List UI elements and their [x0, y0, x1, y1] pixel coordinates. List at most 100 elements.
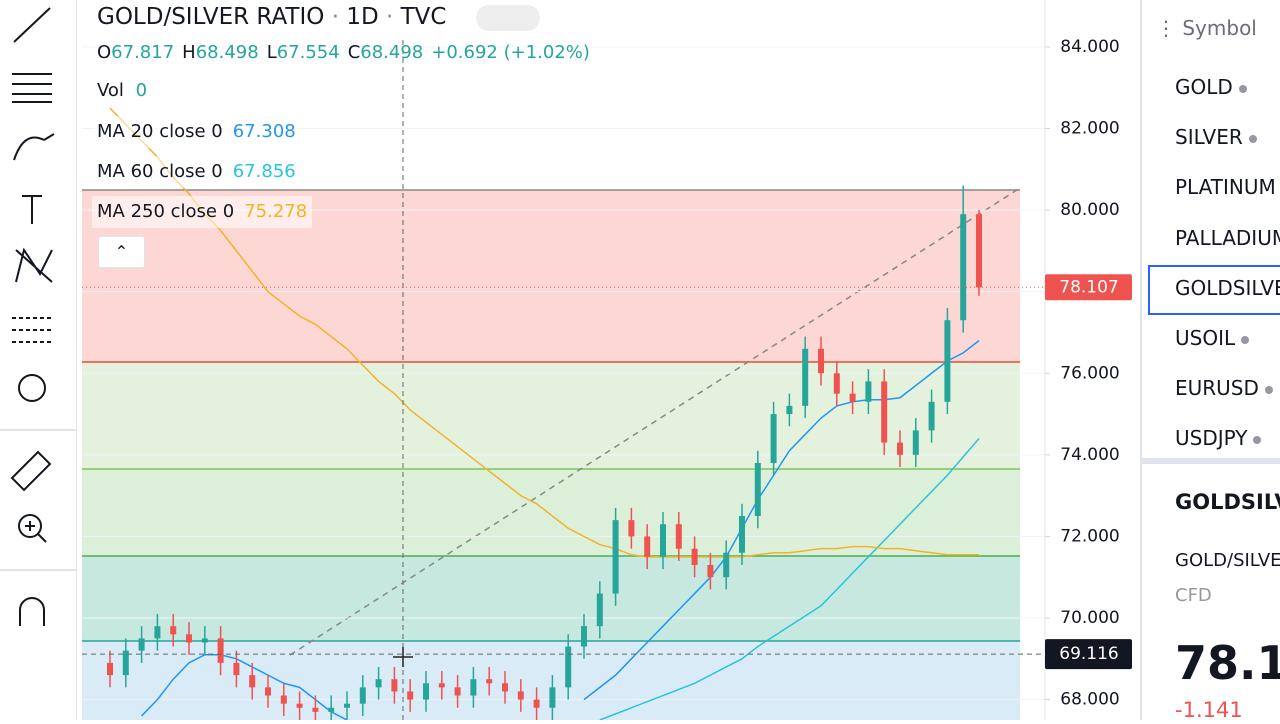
watchlist-item[interactable]: USDJPY — [1175, 426, 1280, 450]
separator — [1142, 458, 1280, 464]
candle-body — [423, 683, 429, 700]
candle-body — [897, 442, 903, 455]
watchlist-item[interactable]: SILVER — [1175, 125, 1280, 149]
ma-value: 67.308 — [232, 121, 296, 142]
symbol-name: PLATINUM — [1175, 175, 1276, 200]
toolbar — [0, 0, 77, 720]
trend-line — [289, 187, 1021, 656]
candle-body — [612, 520, 619, 594]
fib-zone — [82, 362, 1020, 469]
ohlc-value: 67.817 — [111, 42, 175, 63]
ma-value: 75.278 — [244, 201, 308, 222]
candle-body — [312, 707, 319, 712]
y-tick-label: 84.000 — [1060, 37, 1119, 57]
candle-body — [976, 214, 982, 288]
icon-zoom[interactable] — [18, 514, 42, 538]
chart-header: GOLD/SILVER RATIO · 1D · TVC — [97, 4, 540, 31]
candle-body — [344, 703, 350, 708]
candle-body — [818, 348, 824, 374]
plot — [82, 46, 1045, 720]
ohlc-label: C — [347, 42, 361, 63]
candle-body — [770, 414, 777, 464]
candle-body — [280, 695, 287, 704]
candle-body — [265, 687, 271, 696]
header-text: Symbol — [1182, 16, 1257, 40]
ma-row: MA 20 close 0 67.308 — [92, 116, 301, 148]
collapse-button[interactable]: ⌃ — [98, 236, 145, 268]
y-tick-label: 80.000 — [1060, 200, 1119, 220]
ohlc-label: L — [266, 42, 277, 63]
symbol-title: GOLD/SILVER RATIO — [97, 4, 325, 30]
candle-body — [201, 638, 208, 643]
y-tick-label: 76.000 — [1060, 363, 1119, 383]
y-tick-label: 72.000 — [1060, 526, 1119, 546]
cursor — [393, 647, 413, 667]
detail-kind: CFD — [1175, 585, 1212, 606]
icon-brush[interactable] — [13, 133, 55, 161]
icon-fib[interactable] — [12, 73, 52, 103]
icon-text[interactable] — [22, 195, 42, 224]
volume-legend: Vol 0 — [97, 80, 147, 101]
candle-body — [407, 691, 414, 700]
candle-body — [217, 638, 224, 663]
candle-body — [660, 524, 666, 557]
crosshair-label-bg — [1045, 639, 1132, 670]
candle-body — [375, 679, 382, 688]
ohlc-change: +0.692 (+1.02%) — [431, 42, 590, 63]
icon-pattern[interactable] — [15, 247, 53, 283]
ma-line — [583, 340, 980, 701]
icon-forecast[interactable] — [12, 317, 52, 343]
watchlist-item[interactable]: USOIL — [1175, 326, 1280, 350]
icon-emoji[interactable] — [18, 374, 46, 402]
candle-body — [912, 430, 919, 455]
candle-body — [186, 634, 192, 643]
candle-body — [233, 662, 240, 676]
candle-body — [328, 707, 335, 712]
icon-magnet[interactable] — [19, 597, 45, 626]
candle-body — [391, 679, 398, 692]
ma-name: MA 60 close 0 — [97, 161, 223, 182]
watchlist-item[interactable]: PLATINUM — [1175, 175, 1280, 199]
y-tick-label: 68.000 — [1060, 690, 1119, 710]
candle-body — [470, 679, 477, 696]
candle-body — [739, 516, 745, 553]
ohlc-legend: O67.817 H68.498 L67.554 C68.498 +0.692 (+1.0… — [97, 42, 590, 63]
candle-body — [565, 646, 572, 688]
candle-body — [944, 320, 951, 402]
toggle[interactable] — [475, 4, 540, 31]
candle-body — [296, 703, 303, 708]
icon-line[interactable] — [13, 7, 51, 43]
ma-row: MA 60 close 0 67.856 — [92, 156, 301, 188]
candle-body — [675, 524, 682, 549]
interval[interactable]: 1D — [346, 4, 379, 30]
detail-price: 78.107 — [1175, 636, 1280, 690]
watchlist-item[interactable]: GOLD — [1175, 75, 1280, 99]
candle-body — [549, 687, 556, 708]
candle-body — [249, 675, 256, 688]
status-dot — [1264, 385, 1273, 394]
watchlist-item[interactable]: EURUSD — [1175, 376, 1280, 400]
vol-value: 0 — [135, 80, 148, 101]
ma-line — [141, 653, 348, 720]
ma-name: MA 20 close 0 — [97, 121, 223, 142]
icon-ruler[interactable] — [10, 450, 52, 492]
candle-body — [502, 683, 508, 692]
symbol-name: PALLADIUM — [1175, 225, 1280, 250]
candle-body — [849, 393, 856, 402]
candle-body — [960, 214, 967, 321]
status-dot — [1248, 134, 1257, 143]
ohlc-value: 68.498 — [195, 42, 259, 63]
y-tick-label: 70.000 — [1060, 608, 1119, 628]
symbol-name: SILVER — [1175, 125, 1243, 150]
candle-body — [138, 638, 145, 651]
candle-body — [486, 679, 493, 684]
candle-body — [881, 381, 888, 443]
candle-body — [107, 662, 113, 676]
watchlist-item[interactable]: PALLADIUM — [1175, 226, 1280, 250]
candle-body — [833, 373, 840, 394]
candle-body — [707, 564, 714, 578]
symbol-name: USOIL — [1175, 326, 1236, 350]
